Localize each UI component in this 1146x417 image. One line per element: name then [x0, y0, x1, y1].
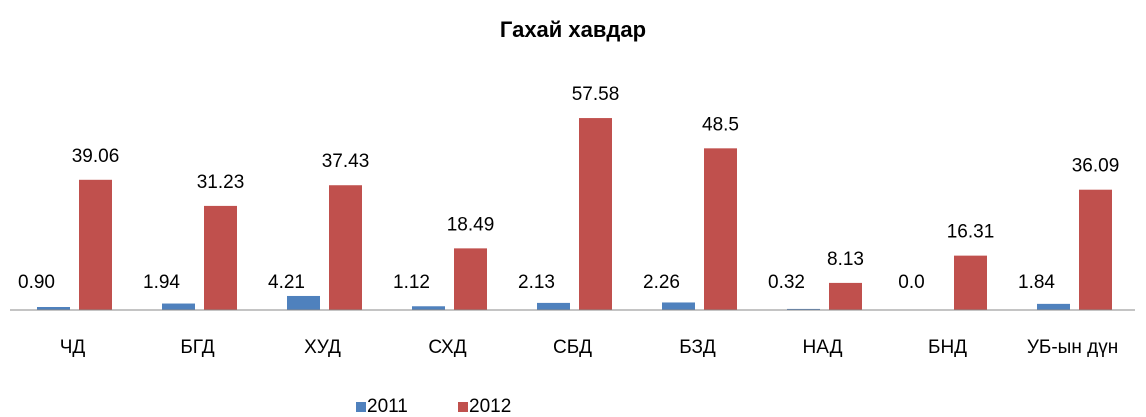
x-tick-label: БНД: [928, 337, 967, 358]
legend-label: 2012: [469, 396, 511, 417]
x-tick-label: ЧД: [60, 337, 86, 358]
bar: [662, 302, 695, 310]
data-label: 36.09: [1072, 156, 1120, 177]
bar: [787, 308, 820, 310]
bar: [454, 248, 487, 310]
bar: [79, 179, 112, 310]
legend-swatch: [356, 402, 366, 412]
bar: [37, 307, 70, 310]
data-label: 18.49: [447, 214, 495, 235]
legend-swatch: [458, 402, 468, 412]
data-label: 0.32: [768, 272, 805, 293]
bar: [329, 185, 362, 310]
x-tick-label: СХД: [428, 337, 466, 358]
data-label: 39.06: [72, 146, 120, 167]
legend-label: 2011: [367, 396, 408, 417]
data-label: 1.94: [143, 272, 180, 293]
x-tick-label: НАД: [803, 337, 843, 358]
data-label: 1.12: [393, 272, 430, 293]
data-label: 4.21: [268, 272, 305, 293]
bar: [579, 118, 612, 310]
data-label: 1.84: [1018, 272, 1055, 293]
data-label: 2.26: [643, 272, 680, 293]
bar: [704, 148, 737, 310]
x-tick-label: БГД: [180, 337, 214, 358]
data-label: 57.58: [572, 84, 620, 105]
data-label: 37.43: [322, 151, 370, 172]
bar: [1079, 189, 1112, 310]
bar: [537, 302, 570, 310]
bar: [829, 282, 862, 310]
chart-title: Гахай хавдар: [500, 17, 646, 42]
x-tick-label: ХУД: [304, 337, 341, 358]
data-label: 0.0: [898, 272, 924, 293]
data-label: 0.90: [18, 272, 55, 293]
data-label: 16.31: [947, 222, 995, 243]
data-label: 2.13: [518, 272, 555, 293]
bar: [954, 255, 987, 310]
bar: [204, 205, 237, 310]
bar: [162, 303, 195, 310]
data-label: 8.13: [827, 249, 864, 270]
bar: [412, 306, 445, 310]
data-label: 31.23: [197, 172, 245, 193]
bar: [287, 295, 320, 310]
x-tick-label: БЗД: [679, 337, 716, 358]
x-tick-label: УБ-ын дүн: [1027, 337, 1118, 358]
bar: [1037, 303, 1070, 310]
x-tick-label: СБД: [553, 337, 592, 358]
data-label: 48.5: [702, 114, 739, 135]
